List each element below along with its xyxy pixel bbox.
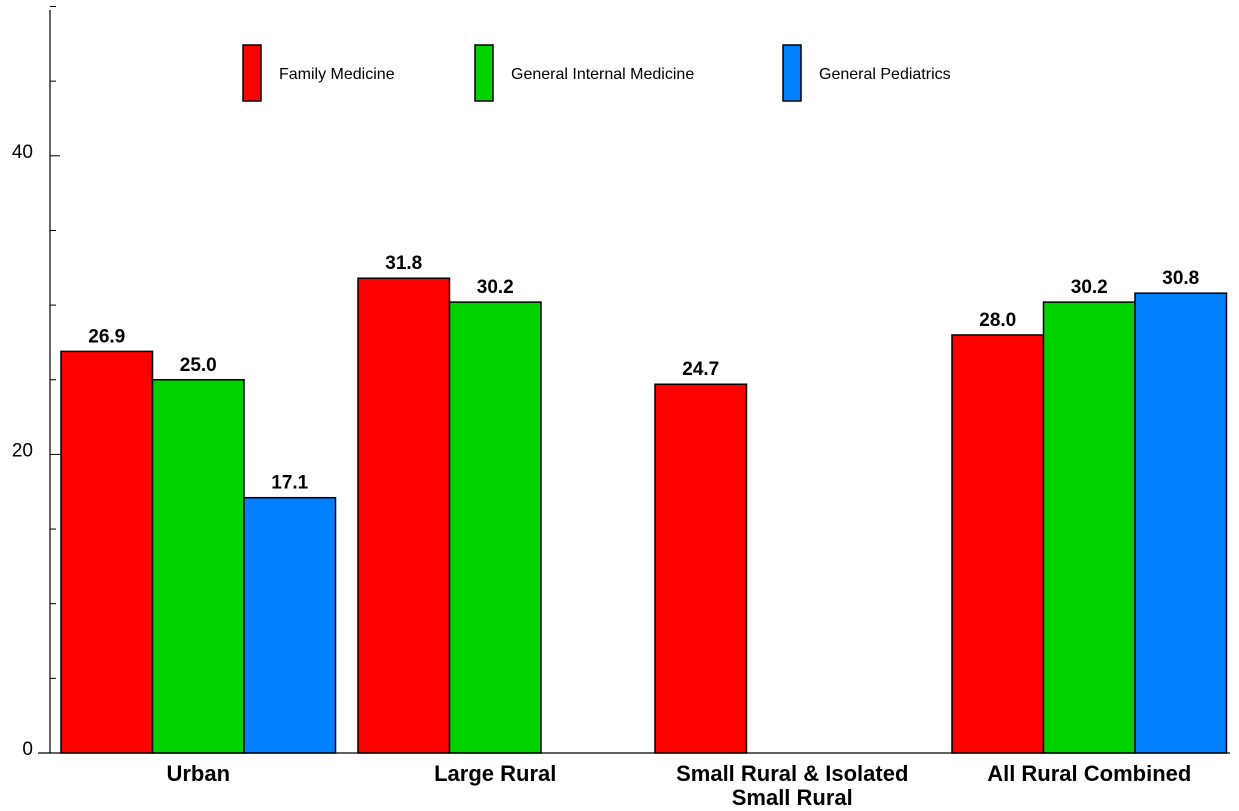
- bar[interactable]: [448, 301, 542, 754]
- x-category-label-line: Small Rural: [732, 785, 853, 810]
- data-label: 30.2: [1071, 277, 1108, 298]
- bar[interactable]: [60, 350, 154, 754]
- x-category-label-line: Small Rural & Isolated: [676, 761, 908, 786]
- bar[interactable]: [1042, 301, 1136, 754]
- x-category-label: All Rural Combined: [987, 761, 1191, 786]
- bar[interactable]: [951, 334, 1045, 754]
- x-category-label: Urban: [166, 761, 230, 786]
- x-category-label-line: Urban: [166, 761, 230, 786]
- y-tick-label: 40: [12, 142, 33, 163]
- y-tick-label: 0: [22, 739, 33, 760]
- legend-label: Family Medicine: [279, 66, 395, 83]
- data-label: 30.2: [477, 277, 514, 298]
- legend-swatch: [474, 44, 494, 102]
- legend-swatch: [782, 44, 802, 102]
- x-category-label-line: All Rural Combined: [987, 761, 1191, 786]
- legend-label: General Pediatrics: [819, 66, 951, 83]
- data-label: 25.0: [180, 355, 217, 376]
- data-label: 31.8: [385, 253, 422, 274]
- bar[interactable]: [357, 277, 451, 754]
- bar[interactable]: [654, 383, 748, 754]
- x-category-label: Large Rural: [434, 761, 556, 786]
- data-label: 28.0: [979, 310, 1016, 331]
- legend-swatch: [242, 44, 262, 102]
- x-category-label: Small Rural & Isolated Small Rural: [676, 761, 908, 810]
- bar[interactable]: [243, 496, 337, 754]
- data-label: 26.9: [88, 326, 125, 347]
- bar[interactable]: [151, 379, 245, 754]
- x-category-label-line: Large Rural: [434, 761, 556, 786]
- legend-label: General Internal Medicine: [511, 66, 694, 83]
- bar[interactable]: [1134, 292, 1228, 754]
- y-tick-label: 20: [12, 440, 33, 461]
- data-label: 30.8: [1162, 268, 1199, 289]
- data-label: 17.1: [271, 473, 308, 494]
- data-label: 24.7: [682, 359, 719, 380]
